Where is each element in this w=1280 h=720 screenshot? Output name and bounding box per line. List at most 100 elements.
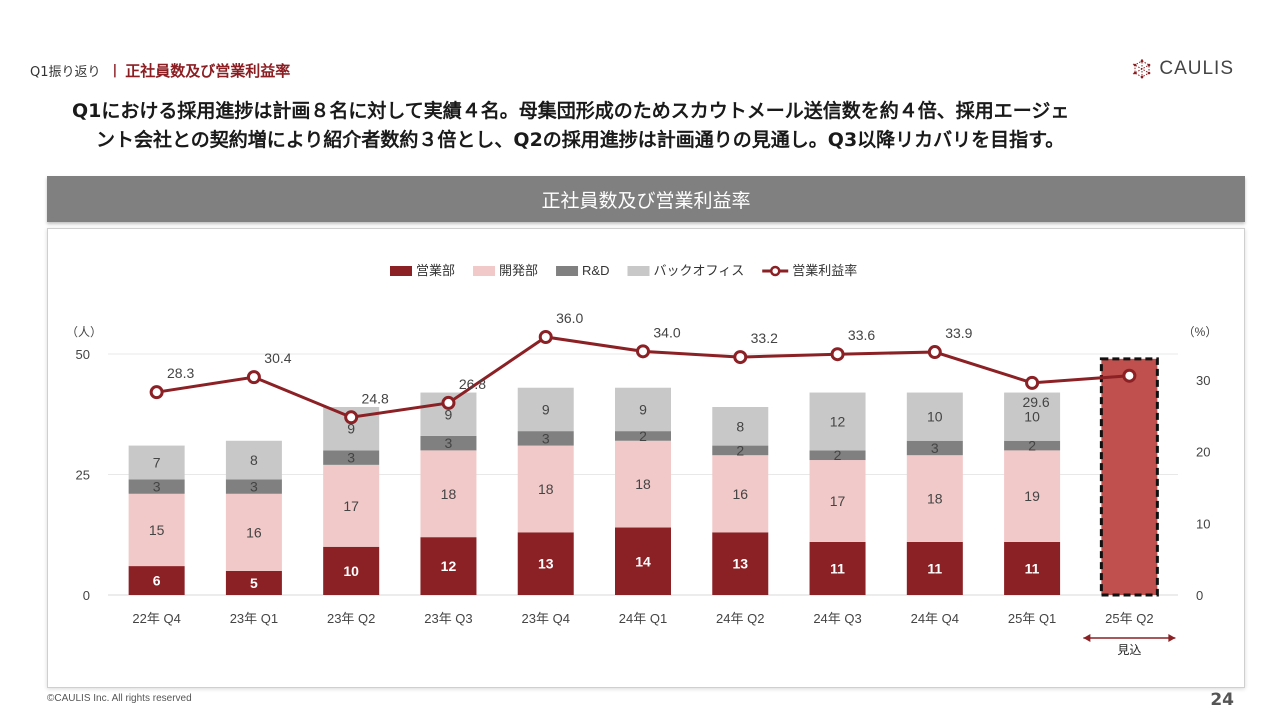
bar-data-label: 17 <box>343 498 359 514</box>
bar-segment <box>517 431 574 446</box>
bar-segment <box>323 464 380 547</box>
headline: Q1における採用進捗は計画８名に対して実績４名。母集団形成のためスカウトメール送… <box>72 97 1272 155</box>
profit-margin-point <box>927 345 942 360</box>
legend-label: 開発部 <box>499 263 538 278</box>
x-tick-label: 23年 Q1 <box>230 611 278 626</box>
x-tick-label: 24年 Q4 <box>911 611 959 626</box>
profit-margin-label: 26.8 <box>459 376 486 392</box>
bar-segment <box>712 532 769 595</box>
bar-data-label: 9 <box>347 421 355 437</box>
bar-segment <box>1004 450 1061 542</box>
bar-data-label: 3 <box>542 430 550 446</box>
bar-segment <box>906 541 963 595</box>
bar-segment <box>225 479 282 494</box>
profit-margin-label: 28.3 <box>167 365 194 381</box>
bar-data-label: 13 <box>538 556 554 572</box>
profit-margin-label: 33.6 <box>848 327 875 343</box>
bar-data-label: 6 <box>153 573 161 589</box>
profit-margin-label: 33.2 <box>751 330 778 346</box>
profit-margin-label: 33.9 <box>945 325 972 341</box>
bar-segment <box>1004 392 1061 441</box>
profit-margin-label: 34.0 <box>653 324 680 340</box>
profit-margin-point <box>538 330 553 344</box>
bar-segment <box>128 479 185 494</box>
bar-data-label: 8 <box>736 418 744 434</box>
bar-data-label: 14 <box>635 553 651 569</box>
bar-data-label: 18 <box>538 481 554 497</box>
x-tick-label: 25年 Q1 <box>1008 611 1056 626</box>
forecast-label: 見込 <box>1117 643 1141 657</box>
bar-data-label: 2 <box>736 442 744 458</box>
bar-segment <box>517 387 574 432</box>
profit-margin-label: 24.8 <box>362 390 389 406</box>
bar-data-label: 16 <box>732 486 748 502</box>
bar-segment <box>420 450 477 538</box>
bar-segment <box>128 566 185 595</box>
bar-data-label: 3 <box>347 450 355 466</box>
brand-logo: CAULIS <box>1131 58 1234 80</box>
bar-segment <box>323 450 380 465</box>
section-label: Q1振り返り <box>30 65 101 80</box>
x-tick-label: 23年 Q2 <box>327 611 375 626</box>
y-left-tick-label: 0 <box>83 588 90 603</box>
bar-segment <box>615 431 671 441</box>
bar-segment <box>420 435 477 451</box>
profit-margin-point <box>636 344 650 359</box>
bar-segment <box>712 445 769 456</box>
bar-data-label: 3 <box>445 435 453 451</box>
legend-label: R&D <box>582 263 609 278</box>
x-tick-label: 23年 Q3 <box>424 611 472 626</box>
network-snowflake-icon <box>1133 59 1152 79</box>
bar-segment <box>809 392 866 451</box>
bar-data-label: 11 <box>927 560 942 576</box>
bar-data-label: 3 <box>250 479 258 495</box>
x-tick-label: 24年 Q1 <box>619 611 667 626</box>
bar-segment <box>615 440 671 528</box>
bar-segment <box>128 493 185 567</box>
y-right-unit: （%） <box>1183 325 1218 339</box>
legend-swatch <box>556 266 579 276</box>
bar-segment <box>1004 440 1061 451</box>
x-tick-label: 25年 Q2 <box>1105 611 1153 626</box>
legend-label: 営業部 <box>416 263 455 278</box>
bar-segment <box>906 440 963 456</box>
headline-line-2: ント会社との契約増により紹介者数約３倍とし、Q2の採用進捗は計画通りの見通し。Q… <box>96 129 1065 151</box>
bar-segment <box>225 570 282 595</box>
bar-data-label: 12 <box>830 413 846 429</box>
bar-segment <box>809 460 866 542</box>
bar-data-label: 2 <box>1028 438 1036 454</box>
bar-data-label: 3 <box>153 479 161 495</box>
bar-data-label: 10 <box>927 409 943 425</box>
copyright: ©CAULIS Inc. All rights reserved <box>47 693 192 704</box>
legend-line-marker <box>769 265 781 277</box>
y-right-tick-label: 0 <box>1196 588 1203 603</box>
bar-data-label: 18 <box>927 491 943 507</box>
bar-data-label: 19 <box>1024 488 1040 504</box>
breadcrumb: Q1振り返り | 正社員数及び営業利益率 <box>30 60 290 81</box>
bar-segment <box>225 440 282 480</box>
bar-segment <box>128 445 185 480</box>
bar-data-label: 12 <box>441 558 457 574</box>
bar-data-label: 9 <box>445 406 453 422</box>
bar-data-label: 17 <box>830 493 846 509</box>
legend-label: 営業利益率 <box>792 263 857 278</box>
employee-profit-chart: 0 25 50 0 10 20 30 （人） （%） 6 15 3 7 22年 Q4 5 16 3 8 23年 Q1… <box>66 263 1218 657</box>
profit-margin-point <box>344 410 359 425</box>
profit-margin-label: 29.6 <box>1022 394 1049 410</box>
bar-segment <box>517 532 574 595</box>
chart-panel: 0 25 50 0 10 20 30 （人） （%） 6 15 3 7 22年 Q4 5 16 3 8 23年 Q1… <box>47 228 1245 688</box>
profit-margin-point <box>1025 375 1040 390</box>
bar-data-label: 11 <box>1025 560 1040 576</box>
bar-data-label: 10 <box>1024 409 1040 425</box>
breadcrumb-separator: | <box>112 63 118 78</box>
bar-data-label: 2 <box>639 428 647 444</box>
legend-swatch <box>473 266 496 276</box>
bar-segment <box>809 450 866 461</box>
bar-data-label: 8 <box>250 452 258 468</box>
page-topic: 正社員数及び営業利益率 <box>125 62 291 80</box>
bar-data-label: 2 <box>834 447 842 463</box>
bar-data-label: 10 <box>343 563 359 579</box>
headline-line-1: Q1における採用進捗は計画８名に対して実績４名。母集団形成のためスカウトメール送… <box>72 100 1070 122</box>
bar-segment <box>323 546 380 595</box>
forecast-arrow-right <box>1168 634 1176 642</box>
